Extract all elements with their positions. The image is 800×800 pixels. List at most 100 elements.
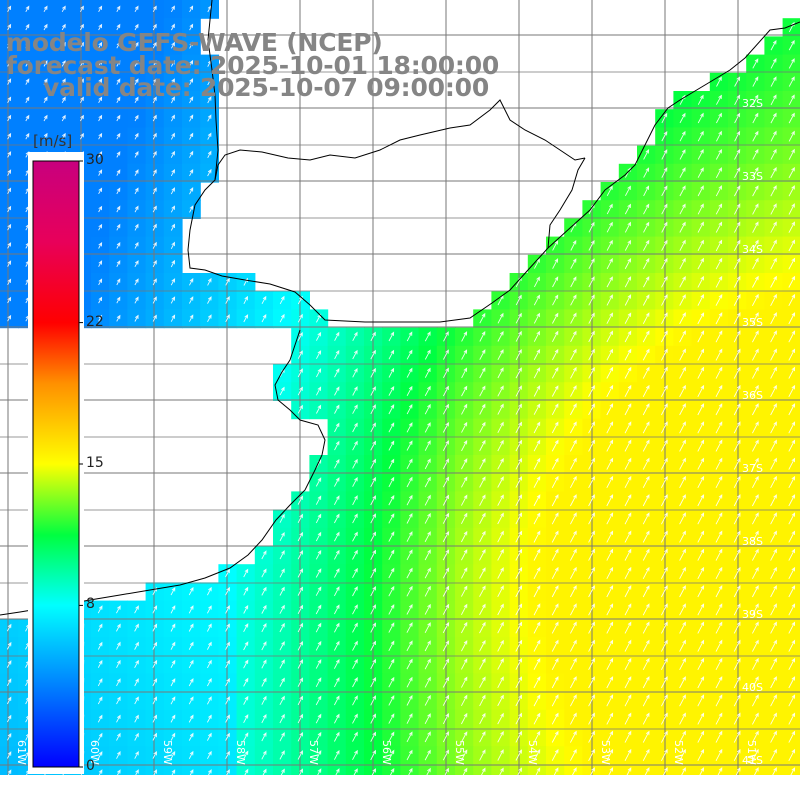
arrow-northeast-icon: [261, 695, 267, 705]
bottom-margin: [0, 775, 800, 800]
arrow-northeast-icon: [424, 603, 431, 615]
arrow-northeast-icon: [315, 622, 322, 633]
arrow-northeast-icon: [479, 603, 486, 616]
arrow-northeast-icon: [98, 205, 103, 213]
arrow-northeast-icon: [570, 312, 577, 324]
arrow-northeast-icon: [642, 312, 650, 325]
arrow-northeast-icon: [552, 294, 559, 306]
arrow-northeast-icon: [116, 96, 121, 104]
arrow-northeast-icon: [606, 384, 614, 398]
arrow-northeast-icon: [788, 148, 795, 160]
arrow-northeast-icon: [661, 275, 668, 288]
arrow-northeast-icon: [679, 257, 686, 270]
arrow-northeast-icon: [497, 367, 504, 379]
arrow-northeast-icon: [261, 568, 267, 578]
arrow-northeast-icon: [225, 732, 230, 741]
arrow-northeast-icon: [461, 331, 468, 342]
arrow-northeast-icon: [207, 96, 212, 104]
arrow-northeast-icon: [461, 385, 468, 397]
arrow-northeast-icon: [606, 276, 613, 288]
arrow-northeast-icon: [116, 132, 121, 140]
arrow-northeast-icon: [7, 223, 12, 231]
arrow-northeast-icon: [770, 39, 777, 51]
arrow-northeast-icon: [98, 223, 103, 231]
arrow-northeast-icon: [679, 730, 686, 743]
arrow-northeast-icon: [661, 475, 668, 489]
arrow-northeast-icon: [7, 733, 12, 741]
arrow-northeast-icon: [279, 732, 285, 742]
arrow-northeast-icon: [207, 114, 212, 122]
arrow-northeast-icon: [461, 603, 468, 616]
arrow-northeast-icon: [152, 623, 158, 632]
arrow-northeast-icon: [134, 150, 139, 158]
arrow-northeast-icon: [7, 769, 12, 777]
arrow-northeast-icon: [733, 494, 741, 507]
arrow-northeast-icon: [443, 367, 449, 379]
arrow-northeast-icon: [7, 60, 12, 67]
arrow-northeast-icon: [624, 348, 632, 361]
arrow-northeast-icon: [171, 23, 175, 31]
arrow-northeast-icon: [207, 132, 212, 140]
arrow-northeast-icon: [642, 403, 650, 416]
arrow-northeast-icon: [588, 767, 595, 780]
arrow-northeast-icon: [643, 239, 650, 251]
arrow-northeast-icon: [606, 257, 613, 270]
arrow-northeast-icon: [134, 60, 139, 67]
arrow-northeast-icon: [297, 531, 304, 542]
arrow-northeast-icon: [752, 166, 759, 179]
arrow-northeast-icon: [533, 730, 541, 743]
arrow-northeast-icon: [334, 640, 340, 651]
arrow-northeast-icon: [533, 658, 541, 670]
arrow-northeast-icon: [152, 769, 157, 778]
arrow-northeast-icon: [624, 566, 632, 580]
model-title: modelo GEFS-WAVE (NCEP): [6, 28, 383, 57]
arrow-northeast-icon: [315, 640, 322, 651]
arrow-northeast-icon: [315, 768, 322, 779]
arrow-northeast-icon: [370, 567, 376, 579]
arrow-northeast-icon: [551, 385, 559, 397]
arrow-northeast-icon: [334, 513, 340, 524]
arrow-northeast-icon: [479, 585, 486, 597]
arrow-northeast-icon: [697, 293, 704, 306]
arrow-northeast-icon: [752, 621, 759, 634]
arrow-northeast-icon: [733, 348, 741, 361]
arrow-northeast-icon: [424, 585, 431, 597]
arrow-northeast-icon: [606, 639, 614, 652]
arrow-northeast-icon: [715, 403, 723, 416]
arrow-northeast-icon: [225, 641, 230, 650]
arrow-northeast-icon: [497, 457, 504, 470]
arrow-northeast-icon: [388, 695, 395, 706]
arrow-northeast-icon: [697, 421, 705, 434]
arrow-northeast-icon: [770, 166, 777, 179]
arrow-northeast-icon: [170, 241, 175, 250]
arrow-northeast-icon: [134, 241, 139, 249]
arrow-northeast-icon: [406, 731, 413, 743]
arrow-northeast-icon: [352, 695, 358, 706]
arrow-northeast-icon: [261, 622, 267, 633]
arrow-northeast-icon: [243, 677, 249, 687]
arrow-northeast-icon: [588, 548, 595, 561]
arrow-northeast-icon: [479, 548, 486, 561]
arrow-northeast-icon: [679, 403, 686, 416]
arrow-northeast-icon: [734, 185, 741, 197]
arrow-northeast-icon: [679, 130, 686, 142]
arrow-northeast-icon: [697, 712, 705, 725]
arrow-northeast-icon: [261, 750, 267, 760]
arrow-northeast-icon: [152, 23, 157, 31]
arrow-northeast-icon: [6, 678, 12, 687]
lat-label: 34S: [742, 243, 763, 256]
arrow-northeast-icon: [697, 512, 705, 525]
arrow-northeast-icon: [279, 604, 285, 614]
arrow-northeast-icon: [661, 585, 668, 598]
arrow-northeast-icon: [152, 278, 157, 286]
arrow-northeast-icon: [116, 78, 121, 85]
arrow-northeast-icon: [715, 384, 723, 398]
arrow-northeast-icon: [7, 187, 12, 195]
arrow-northeast-icon: [533, 639, 541, 652]
arrow-northeast-icon: [461, 549, 468, 561]
arrow-northeast-icon: [770, 185, 777, 197]
arrow-northeast-icon: [352, 386, 358, 396]
arrow-northeast-icon: [715, 530, 723, 543]
arrow-northeast-icon: [533, 475, 541, 488]
arrow-northeast-icon: [770, 548, 777, 561]
